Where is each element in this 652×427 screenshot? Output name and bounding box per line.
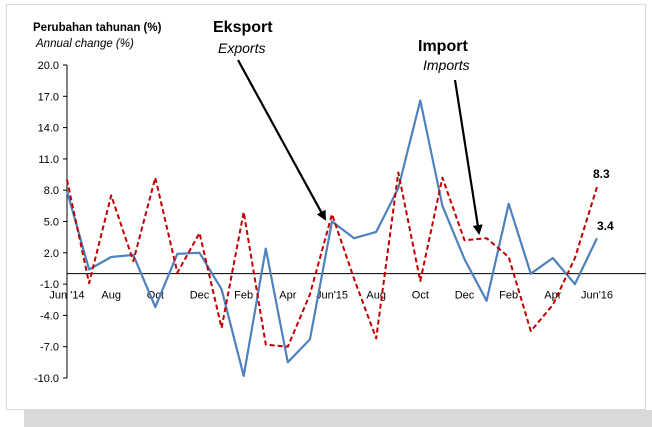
exports-series-line <box>65 99 598 377</box>
y-tick-label: -4.0 <box>40 310 59 322</box>
exports-series-label-en: Exports <box>218 40 265 56</box>
x-tick-label: Jun'16 <box>581 290 613 302</box>
y-tick-label: 5.0 <box>44 217 59 229</box>
x-tick-label: Apr <box>279 290 296 302</box>
y-tick-label: -7.0 <box>40 342 59 354</box>
x-tick-label: Feb <box>234 290 253 302</box>
y-tick-label: -10.0 <box>34 373 59 385</box>
series-lines <box>65 99 598 377</box>
x-tick-label: Apr <box>544 290 561 302</box>
imports-series-label-en: Imports <box>423 57 470 73</box>
x-tick-label: Feb <box>499 290 518 302</box>
x-tick-label: Jun'15 <box>316 290 348 302</box>
x-tick-label: Oct <box>412 290 429 302</box>
chart-shadow <box>24 410 652 427</box>
y-tick-label: 11.0 <box>38 154 59 166</box>
y-tick-label: 8.0 <box>44 185 59 197</box>
exports-annotation-arrow <box>237 59 326 221</box>
x-tick-labels: Jun '14 Aug Oct Dec Feb Apr Jun'15 Aug Oct Dec Feb… <box>49 290 613 302</box>
y-tick-label: 17.0 <box>38 91 59 103</box>
y-tick-label: 14.0 <box>38 123 59 135</box>
imports-series-label: Import <box>418 38 468 55</box>
x-tick-label: Dec <box>455 290 475 302</box>
y-tick-label: -1.0 <box>40 279 59 291</box>
axes <box>66 65 646 378</box>
exports-end-value-label: 3.4 <box>597 219 614 233</box>
y-axis-title: Perubahan tahunan (%) <box>33 22 162 34</box>
x-tick-label: Dec <box>190 290 210 302</box>
x-tick-label: Jun '14 <box>49 290 84 302</box>
y-tick-label: 20.0 <box>38 60 59 72</box>
y-tick-label: 2.0 <box>44 248 59 260</box>
imports-end-value-label: 8.3 <box>593 167 610 181</box>
x-tick-label: Aug <box>101 290 121 302</box>
imports-series-line <box>66 171 598 348</box>
y-axis-title-en: Annual change (%) <box>35 38 134 50</box>
y-tick-labels: 20.0 17.0 14.0 11.0 8.0 5.0 2.0 -1.0 -4.0 -7.0 -10… <box>34 60 67 385</box>
chart-frame <box>6 4 646 410</box>
imports-annotation-arrow <box>453 79 483 235</box>
exports-series-label: Eksport <box>213 19 273 36</box>
